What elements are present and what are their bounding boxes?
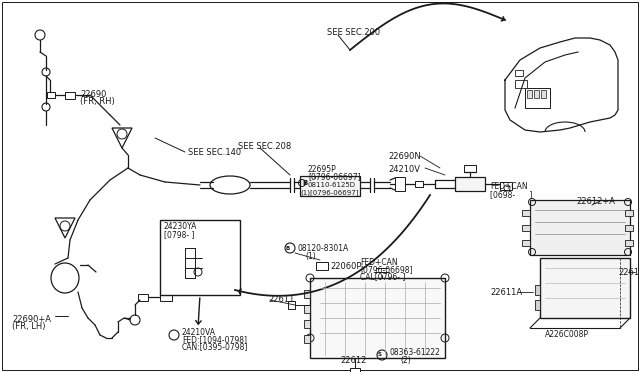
Text: SEE SEC.200: SEE SEC.200 xyxy=(327,28,380,37)
Text: 22612+A: 22612+A xyxy=(576,197,615,206)
Bar xyxy=(47,92,55,98)
Bar xyxy=(160,293,172,301)
Text: 22695P: 22695P xyxy=(308,165,337,174)
Text: 22690+A: 22690+A xyxy=(12,315,51,324)
Text: SEE SEC.208: SEE SEC.208 xyxy=(238,142,291,151)
Text: SEE SEC.140: SEE SEC.140 xyxy=(188,148,241,157)
Text: 24210V: 24210V xyxy=(388,165,420,174)
Bar xyxy=(464,165,476,172)
Bar xyxy=(525,88,550,108)
Bar xyxy=(625,240,633,246)
Bar xyxy=(455,177,485,191)
Bar xyxy=(522,240,530,246)
Bar xyxy=(138,294,148,301)
Text: CAL[0796- ]: CAL[0796- ] xyxy=(360,272,405,281)
Text: (FR, LH): (FR, LH) xyxy=(12,322,45,331)
Bar xyxy=(395,177,405,191)
Bar xyxy=(625,210,633,216)
Text: CAN:[0395-0798]: CAN:[0395-0798] xyxy=(182,342,248,351)
Bar xyxy=(316,262,328,270)
Text: S: S xyxy=(378,353,382,357)
Text: 22611: 22611 xyxy=(268,295,294,304)
Bar xyxy=(160,220,240,295)
Text: B: B xyxy=(286,246,290,250)
Text: 08110-6125D: 08110-6125D xyxy=(308,182,356,188)
Text: 22612: 22612 xyxy=(340,356,366,365)
Bar xyxy=(527,90,532,98)
Text: B: B xyxy=(302,180,307,186)
Text: [0796-06697]: [0796-06697] xyxy=(308,172,360,181)
Bar xyxy=(304,290,310,298)
Text: (1)[0796-06697]: (1)[0796-06697] xyxy=(300,189,358,196)
Bar xyxy=(535,285,540,295)
Bar xyxy=(625,225,633,231)
Bar xyxy=(515,80,527,88)
Bar xyxy=(65,92,75,99)
Bar xyxy=(304,335,310,343)
Text: (FR, RH): (FR, RH) xyxy=(80,97,115,106)
Bar xyxy=(535,300,540,310)
Text: FED:[1094-0798]: FED:[1094-0798] xyxy=(182,335,247,344)
Text: 08120-8301A: 08120-8301A xyxy=(298,244,349,253)
Bar xyxy=(415,181,423,187)
Bar xyxy=(522,225,530,231)
Text: (2): (2) xyxy=(400,356,411,365)
Bar xyxy=(300,176,360,196)
Text: [0798- ]: [0798- ] xyxy=(164,230,195,239)
Bar xyxy=(350,368,360,372)
Bar xyxy=(304,305,310,313)
Text: 24210VA: 24210VA xyxy=(182,328,216,337)
Text: [0698-      ]: [0698- ] xyxy=(490,190,532,199)
Bar xyxy=(515,70,523,76)
Bar xyxy=(288,301,295,309)
Text: 22690: 22690 xyxy=(80,90,106,99)
Text: A226C008P: A226C008P xyxy=(545,330,589,339)
Text: 24230YA: 24230YA xyxy=(164,222,197,231)
Bar xyxy=(310,278,445,358)
Bar xyxy=(541,90,546,98)
Text: FED+CAN: FED+CAN xyxy=(490,182,527,191)
Text: 08363-61222: 08363-61222 xyxy=(390,348,441,357)
Bar xyxy=(540,258,630,318)
Text: FED+CAN: FED+CAN xyxy=(360,258,397,267)
Bar xyxy=(522,210,530,216)
Bar xyxy=(530,200,630,255)
Bar xyxy=(500,182,512,190)
Text: 22611A: 22611A xyxy=(490,288,522,297)
Text: 22690N: 22690N xyxy=(388,152,420,161)
Bar xyxy=(304,320,310,328)
Text: 22611: 22611 xyxy=(618,268,640,277)
Text: [0796-06698]: [0796-06698] xyxy=(360,265,413,274)
Text: (1): (1) xyxy=(305,252,316,261)
Text: 22060P: 22060P xyxy=(330,262,362,271)
Bar xyxy=(534,90,539,98)
